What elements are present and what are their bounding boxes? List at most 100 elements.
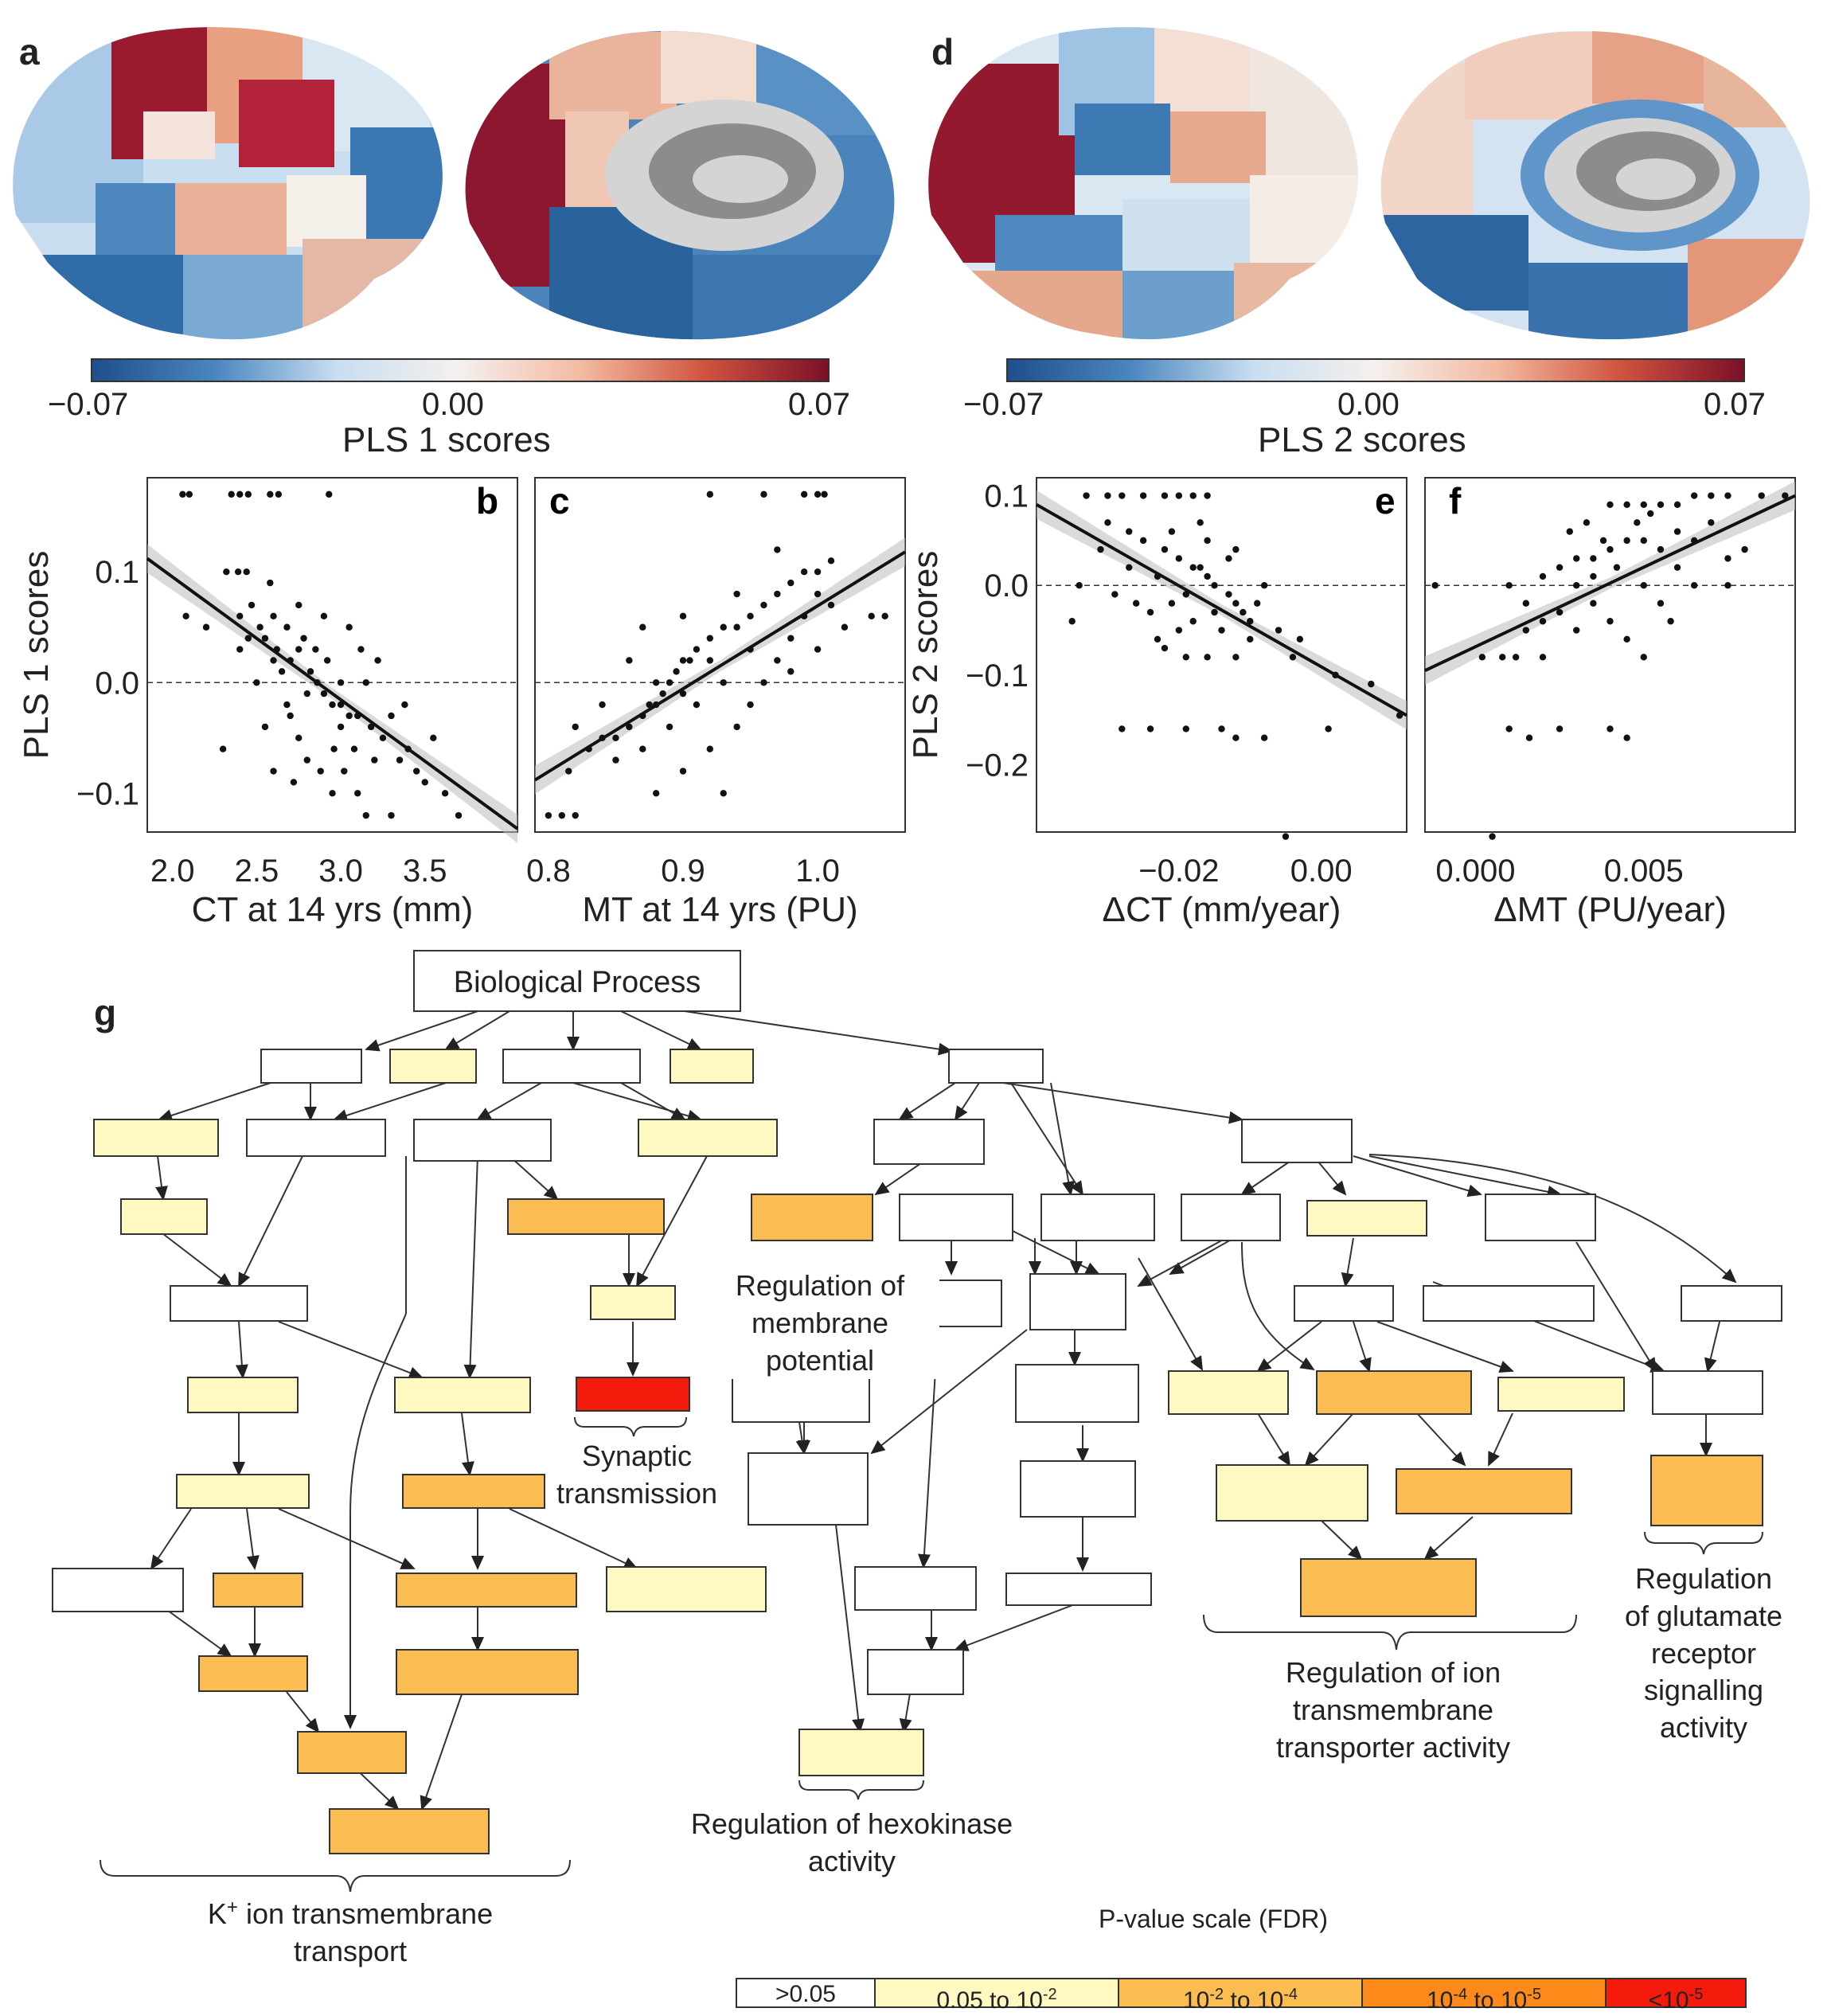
data-point (1368, 680, 1375, 688)
go-node (1652, 1370, 1763, 1415)
data-point (261, 723, 269, 731)
data-point (362, 679, 369, 686)
data-point (287, 712, 294, 720)
legend-sup-3a: -4 (1453, 1986, 1468, 2003)
data-point (679, 657, 687, 664)
data-point (720, 679, 727, 686)
go-node (1650, 1455, 1763, 1526)
x-axis-label: MT at 14 yrs (PU) (582, 890, 857, 929)
panel-letter-c: c (549, 480, 570, 522)
panel-letter-a: a (19, 31, 40, 72)
data-point (1573, 627, 1580, 634)
go-node (1241, 1119, 1353, 1163)
x-tick-label: 0.005 (1604, 854, 1684, 889)
data-point (1247, 635, 1254, 643)
data-point (821, 490, 828, 498)
data-point (1505, 725, 1513, 733)
data-point (1556, 564, 1564, 571)
data-point (1189, 492, 1197, 499)
data-point (357, 646, 365, 653)
data-point (1708, 519, 1715, 526)
plot-frame-f (1424, 477, 1796, 833)
colorbar-right-mid: 0.00 (1337, 387, 1400, 422)
go-node (1168, 1370, 1289, 1415)
colorbar-left-mid: 0.00 (422, 387, 484, 422)
data-point (379, 734, 387, 741)
data-point (800, 568, 808, 576)
data-point (1590, 572, 1597, 580)
label-glutamate: Regulation of glutamate receptor signall… (1624, 1562, 1783, 1744)
data-point (558, 811, 566, 819)
data-point (733, 590, 740, 598)
data-point (733, 723, 740, 731)
colorbar-right-max: 0.07 (1704, 387, 1766, 422)
go-tree: Biological Process (52, 950, 1782, 1893)
data-point (1522, 627, 1530, 634)
panel-letter-f: f (1449, 480, 1462, 522)
data-point (256, 623, 264, 631)
go-node (576, 1377, 690, 1412)
data-point (1556, 725, 1564, 733)
data-point (320, 612, 328, 620)
colorbar-right (1006, 358, 1745, 382)
panel-letter-e: e (1375, 480, 1396, 522)
go-node (899, 1194, 1013, 1241)
label-ion-transporter: Regulation of ion transmembrane transpor… (1275, 1656, 1511, 1764)
go-node (93, 1119, 219, 1157)
data-point (278, 668, 286, 675)
data-point (787, 635, 794, 642)
data-point (1232, 600, 1240, 607)
data-point (666, 679, 673, 686)
data-point (814, 568, 822, 576)
data-point (827, 601, 835, 609)
data-point (1590, 555, 1597, 562)
data-point (814, 590, 822, 598)
go-node (394, 1377, 531, 1413)
data-point (659, 690, 666, 697)
data-point (760, 601, 767, 609)
data-point (1599, 537, 1607, 545)
data-point (1640, 581, 1647, 589)
data-point (320, 690, 328, 697)
data-point (565, 768, 572, 775)
go-node (867, 1649, 964, 1695)
y-tick-label: 0.1 (95, 555, 139, 590)
data-point (1225, 555, 1232, 562)
data-point (572, 723, 579, 731)
legend-label-2b: to 10 (1224, 1987, 1284, 2014)
data-point (1175, 555, 1183, 562)
label-membrane-potential: Regulation of membrane potential (701, 1268, 939, 1380)
data-point (1758, 492, 1765, 499)
data-point (412, 768, 420, 775)
go-node (873, 1119, 985, 1165)
y-tick-label: −0.1 (966, 658, 1029, 693)
data-point (283, 623, 291, 631)
data-point (223, 568, 230, 576)
legend-sup-4: -5 (1689, 1986, 1704, 2003)
data-point (388, 811, 395, 819)
data-point (1139, 492, 1147, 499)
data-point (1189, 618, 1197, 625)
data-point (1260, 581, 1268, 589)
data-point (1204, 492, 1211, 499)
go-node (1005, 1573, 1152, 1606)
data-point (267, 490, 274, 498)
data-point (612, 734, 619, 741)
y-tick-label: 0.0 (95, 666, 139, 701)
data-point (1240, 608, 1247, 616)
data-point (388, 712, 395, 720)
go-node (1485, 1194, 1596, 1241)
data-point (300, 635, 307, 642)
data-point (673, 668, 680, 675)
data-point (1247, 618, 1254, 625)
data-point (1146, 608, 1154, 616)
x-axis-label: CT at 14 yrs (mm) (192, 890, 474, 929)
data-point (747, 701, 754, 709)
data-point (1478, 654, 1486, 661)
data-point (1512, 654, 1520, 661)
data-point (1489, 833, 1496, 840)
data-point (545, 811, 552, 819)
data-point (234, 568, 242, 576)
brace-glutamate (1644, 1531, 1763, 1555)
data-point (1111, 591, 1119, 598)
